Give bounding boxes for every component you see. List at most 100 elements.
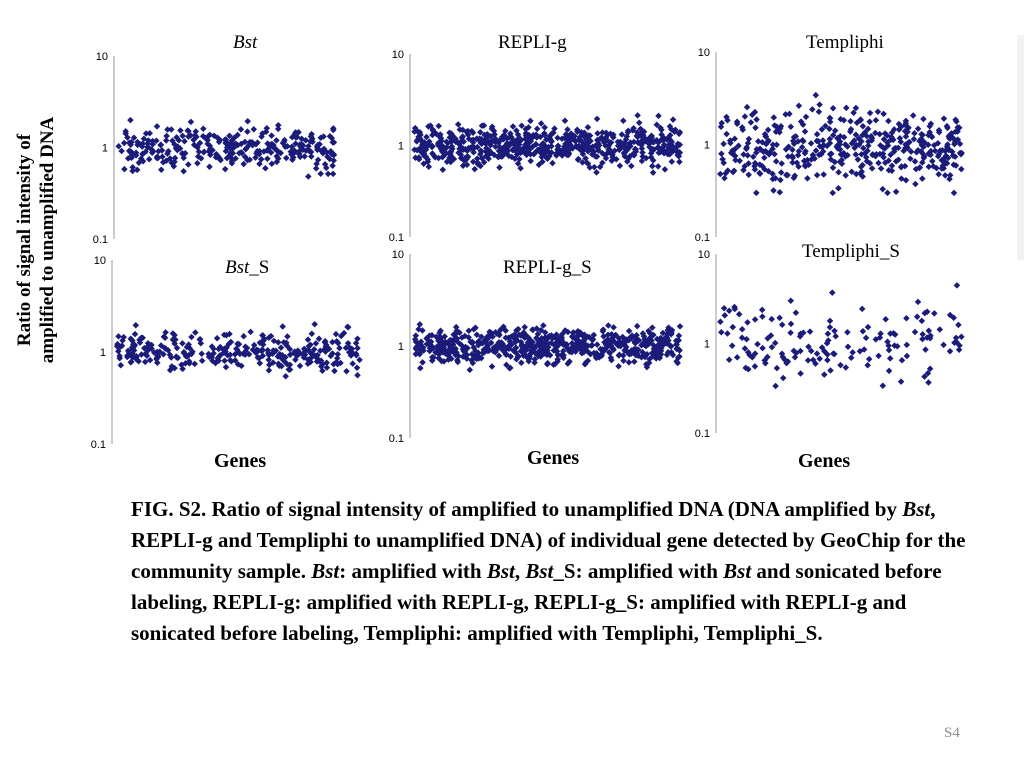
data-point (479, 349, 486, 357)
data-point (126, 139, 133, 147)
data-point (478, 154, 486, 162)
data-point (620, 117, 627, 125)
data-point (354, 344, 361, 352)
data-point (844, 343, 852, 351)
data-point (610, 324, 617, 331)
scatter-plot-bst: 10 1 0.1 (93, 51, 338, 246)
data-point (326, 133, 334, 140)
data-point (165, 148, 172, 155)
data-point (423, 335, 430, 342)
y-tick-label: 10 (392, 49, 404, 61)
data-point (884, 189, 891, 197)
data-point (298, 135, 305, 142)
data-point (778, 321, 786, 329)
data-point (936, 326, 944, 333)
data-point (875, 352, 882, 360)
data-point (130, 134, 138, 141)
data-point (542, 146, 549, 153)
chart-title-templiphi: Templiphi (806, 32, 884, 53)
data-point (245, 351, 253, 358)
data-point (724, 330, 731, 337)
data-point (344, 340, 352, 347)
data-point (275, 121, 282, 129)
data-point (457, 151, 465, 159)
data-point (240, 160, 247, 168)
data-point (879, 185, 886, 193)
data-point (649, 145, 656, 153)
data-point (206, 163, 213, 171)
data-point (956, 342, 963, 349)
data-point (146, 356, 154, 364)
data-point (354, 372, 361, 379)
data-point (127, 116, 134, 124)
data-point (137, 155, 145, 162)
x-axis-label-center: Genes (527, 447, 580, 469)
data-point (496, 137, 504, 144)
data-point (835, 184, 842, 192)
y-tick-label: 1 (100, 347, 106, 359)
data-point (717, 318, 724, 325)
data-point (787, 123, 795, 130)
data-point (820, 171, 827, 178)
data-point (317, 359, 325, 367)
chart-title-bst-s: Bst_S (225, 257, 270, 278)
data-point (282, 143, 289, 150)
data-point (604, 338, 612, 346)
data-point (913, 313, 921, 321)
data-point (285, 366, 293, 373)
data-point (337, 359, 344, 367)
data-point (120, 139, 128, 147)
data-point (196, 139, 204, 147)
data-point (847, 354, 855, 361)
data-point (435, 122, 442, 130)
data-point (877, 330, 884, 337)
data-point (954, 136, 962, 143)
data-point (877, 165, 885, 172)
data-point (501, 345, 509, 352)
data-point (340, 329, 348, 337)
data-point (331, 367, 338, 375)
data-point (718, 150, 725, 157)
data-point (533, 125, 541, 133)
data-point (605, 322, 612, 329)
data-point (619, 352, 627, 359)
data-point (754, 340, 761, 348)
y-tick-label: 1 (704, 140, 710, 152)
data-point (347, 352, 355, 359)
data-point (676, 158, 683, 166)
data-point (492, 143, 499, 151)
data-point (941, 172, 949, 179)
data-point (171, 140, 178, 148)
data-point (824, 356, 831, 364)
data-point (639, 149, 646, 156)
data-point (885, 117, 892, 125)
chart-panel-templiphi: 10 1 0.1 (684, 45, 966, 245)
edge-strip (1017, 35, 1024, 260)
data-point (874, 108, 882, 116)
y-tick-label: 1 (102, 143, 108, 155)
data-point (411, 146, 418, 153)
data-point (145, 343, 153, 350)
data-point (314, 351, 321, 359)
data-point (771, 339, 779, 347)
data-point (786, 110, 793, 118)
scatter-plot-repli-g-s: 10 1 0.1 (389, 249, 684, 445)
data-point (448, 130, 455, 137)
data-point (445, 356, 452, 363)
data-point (921, 373, 928, 380)
data-point (549, 159, 556, 167)
chart-panel-repli-g-s: 10 1 0.1 (372, 246, 684, 446)
data-point (655, 112, 662, 120)
data-point (329, 338, 336, 346)
data-point (579, 159, 586, 166)
data-point (216, 352, 224, 359)
data-point (892, 188, 900, 195)
data-point (192, 128, 200, 135)
data-point (170, 163, 178, 170)
data-point (903, 341, 911, 349)
data-point (356, 356, 363, 364)
data-point (566, 358, 573, 365)
data-point (821, 371, 828, 378)
data-point (564, 126, 571, 133)
data-point (229, 150, 237, 157)
